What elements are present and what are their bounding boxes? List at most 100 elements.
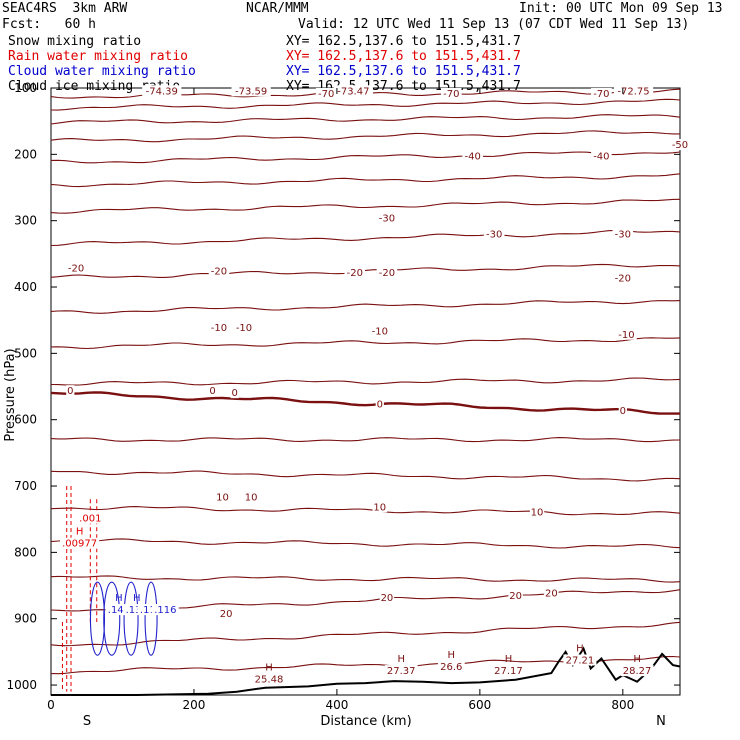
center-name: NCAR/MMM: [246, 1, 309, 16]
terrain-layer: [51, 646, 681, 696]
init-time: Init: 00 UTC Mon 09 Sep 13: [519, 1, 723, 16]
isotherm-line: [50, 337, 681, 350]
isotherm-label-backing: [208, 265, 230, 277]
isotherm-label: -74.39: [146, 86, 178, 97]
isotherm-label-backing: [591, 150, 612, 162]
temperature-label: 25.48: [255, 675, 284, 686]
legend-rain-xy: XY= 162.5,137.6 to 151.5,431.7: [286, 49, 521, 64]
isotherm-label-backing: [369, 325, 391, 337]
isotherm-label-backing: [372, 501, 387, 513]
isotherm-label: -70: [318, 89, 334, 100]
south-end-label: S: [83, 714, 91, 729]
cloud-water-label: .144: [108, 605, 130, 616]
isotherm-label: -30: [615, 230, 631, 241]
isotherm-label: -40: [465, 151, 481, 162]
rain-label: .001: [79, 514, 101, 525]
y-tick-label: 500: [14, 346, 37, 360]
isotherm-label: 0: [377, 399, 383, 410]
isotherm-label: 20: [509, 591, 522, 602]
isotherm-label-backing: [616, 328, 637, 340]
isotherm-label-backing: [344, 267, 366, 279]
x-tick-label: 800: [611, 698, 634, 712]
isotherm-label-backing: [440, 87, 462, 99]
isotherm-label-backing: [233, 322, 255, 334]
isotherm-label-backing: [65, 262, 87, 274]
isotherm-line: [50, 114, 681, 125]
y-tick-label: 1000: [6, 678, 37, 692]
cloud-water-contour: [103, 581, 121, 656]
temperature-label: 28.27: [623, 666, 652, 677]
isotherm-label: -10: [211, 323, 227, 334]
temperature-max-marker: H: [397, 654, 405, 665]
temperature-label: 27.37: [387, 666, 416, 677]
temperature-label-backing: [384, 665, 418, 677]
isotherm-label-backing: [66, 385, 75, 397]
isotherm-label: -73.47: [337, 86, 369, 97]
cloud-water-contour: [144, 581, 158, 656]
isotherm-line: [50, 538, 681, 549]
temperature-label-backing: [491, 665, 525, 677]
isotherm-label: -30: [486, 230, 502, 241]
freezing-level-isotherm: [50, 391, 680, 415]
legend-snow-xy: XY= 162.5,137.6 to 151.5,431.7: [286, 34, 521, 49]
model-name: SEAC4RS 3km ARW: [2, 1, 128, 16]
isotherm-label: -70: [443, 89, 459, 100]
isotherm-label: -10: [372, 326, 388, 337]
isotherm-label: -10: [618, 330, 634, 341]
isotherm-layer: [50, 88, 681, 675]
y-tick-label: 200: [14, 147, 37, 161]
y-tick-label: 700: [14, 479, 37, 493]
isotherm-label: -10: [236, 323, 252, 334]
isotherm-label: -20: [68, 263, 84, 274]
x-tick-label: 0: [47, 698, 55, 712]
y-tick-label: 400: [14, 280, 37, 294]
isotherm-label-backing: [483, 228, 505, 240]
isotherm-label: 20: [381, 593, 394, 604]
rain-label-backing: [59, 537, 100, 549]
isotherm-label: -70: [593, 89, 609, 100]
x-tick-label: 600: [468, 698, 491, 712]
isotherm-label: 0: [67, 386, 73, 397]
isotherm-label-backing: [208, 322, 230, 334]
isotherm-label-backing: [529, 506, 545, 518]
isotherm-line: [50, 470, 681, 482]
isotherm-label-backing: [208, 385, 217, 397]
isotherm-label: -20: [211, 267, 227, 278]
temperature-max-marker: H: [505, 654, 513, 665]
temperature-label: 27.21: [566, 655, 595, 666]
isotherm-label-backing: [379, 592, 395, 604]
isotherm-line: [50, 198, 681, 214]
isotherm-label: -30: [379, 214, 395, 225]
rain-label-backing: [76, 512, 104, 524]
isotherm-label-backing: [376, 212, 398, 224]
isotherm-line: [50, 130, 680, 143]
isotherm-label-backing: [315, 87, 337, 99]
terrain-profile: [51, 646, 681, 696]
cloud-water-label-backing: [105, 604, 133, 616]
cloud-water-contour: [89, 581, 106, 656]
isotherm-label-backing: [375, 398, 384, 410]
isotherm-line: [50, 506, 681, 516]
isotherm-label: -72.75: [617, 86, 649, 97]
isotherm-label: -20: [347, 268, 363, 279]
isotherm-label-backing: [230, 387, 239, 399]
valid-time: Valid: 12 UTC Wed 11 Sep 13 (07 CDT Wed …: [298, 17, 690, 32]
temperature-label-backing: [620, 665, 654, 677]
temperature-max-marker: H: [576, 643, 584, 654]
isotherm-line: [50, 173, 681, 188]
forecast-hour: Fcst: 60 h: [2, 17, 96, 32]
isotherm-label: 20: [545, 588, 558, 599]
y-axis-title: Pressure (hPa): [3, 348, 18, 441]
x-tick-label: 400: [325, 698, 348, 712]
cloud-water-max-marker: H: [115, 593, 123, 604]
isotherm-label-backing: [591, 87, 612, 99]
cloud-water-max-marker: H: [133, 593, 141, 604]
temperature-max-marker: H: [448, 650, 456, 661]
isotherm-label: 0: [209, 386, 215, 397]
isotherm-label: 0: [620, 406, 626, 417]
cloud-water-label-backing: [137, 604, 165, 616]
isotherm-label: 10: [531, 508, 544, 519]
isotherm-label-backing: [142, 85, 182, 97]
isotherm-label-backing: [231, 85, 271, 97]
